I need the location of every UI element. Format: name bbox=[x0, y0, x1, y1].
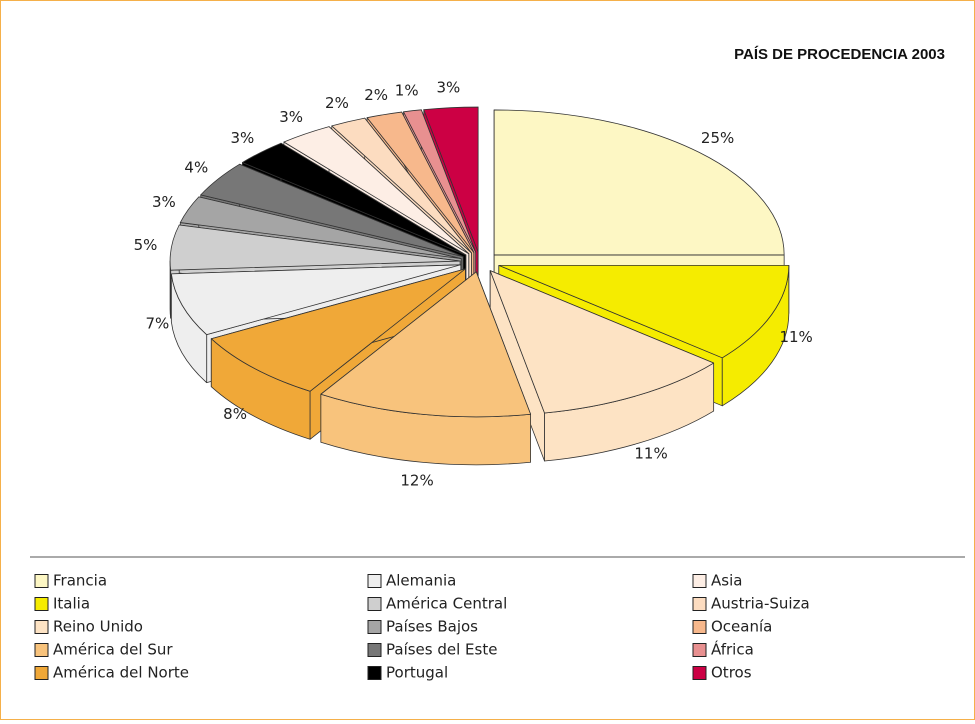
legend-swatch bbox=[692, 574, 707, 588]
slice-top bbox=[283, 126, 470, 255]
data-label: 3% bbox=[436, 78, 460, 96]
data-label: 3% bbox=[231, 129, 255, 147]
data-label: 12% bbox=[400, 472, 433, 490]
data-label: 11% bbox=[634, 444, 667, 462]
data-label: 3% bbox=[279, 108, 303, 126]
legend-swatch bbox=[367, 597, 382, 611]
legend-label: Italia bbox=[53, 595, 90, 613]
legend-label: África bbox=[711, 640, 754, 659]
legend-swatch bbox=[692, 666, 707, 680]
slice-top bbox=[170, 264, 462, 336]
slice-top bbox=[210, 268, 466, 392]
legend-label: Asia bbox=[711, 572, 742, 590]
legend-label: Francia bbox=[53, 572, 107, 590]
legend-label: Austria-Suiza bbox=[711, 595, 810, 613]
slice-top bbox=[331, 117, 472, 254]
legend-swatch bbox=[692, 620, 707, 634]
data-label: 7% bbox=[145, 315, 169, 333]
legend-label: Otros bbox=[711, 664, 752, 682]
legend-label: América del Sur bbox=[53, 641, 173, 659]
legend-label: Países Bajos bbox=[386, 618, 478, 636]
data-label: 3% bbox=[152, 193, 176, 211]
legend-swatch bbox=[34, 597, 49, 611]
legend-label: Alemania bbox=[386, 572, 456, 590]
slice-top bbox=[366, 111, 475, 253]
slice-top bbox=[403, 109, 477, 253]
legend-swatch bbox=[692, 597, 707, 611]
slice-top bbox=[320, 271, 531, 418]
legend-label: América Central bbox=[386, 595, 507, 613]
slice-top bbox=[423, 106, 479, 253]
slice-top bbox=[498, 264, 790, 359]
slice bbox=[320, 271, 531, 466]
legend-swatch bbox=[34, 643, 49, 657]
slice bbox=[489, 270, 715, 462]
legend-swatch bbox=[367, 620, 382, 634]
legend-swatch bbox=[692, 643, 707, 657]
slice-top bbox=[200, 163, 464, 258]
data-label: 11% bbox=[779, 328, 812, 346]
legend-label: Oceanía bbox=[711, 618, 772, 636]
legend-swatch bbox=[34, 666, 49, 680]
data-label: 8% bbox=[223, 405, 247, 423]
legend-label: América del Norte bbox=[53, 664, 189, 682]
data-label: 4% bbox=[184, 159, 208, 177]
data-label: 2% bbox=[325, 94, 349, 112]
legend-swatch bbox=[34, 574, 49, 588]
data-label: 25% bbox=[701, 129, 734, 147]
slice-top bbox=[242, 142, 467, 256]
slice-top bbox=[179, 196, 462, 260]
data-label: 1% bbox=[395, 82, 419, 100]
legend-label: Reino Unido bbox=[53, 618, 143, 636]
data-label: 5% bbox=[134, 236, 158, 254]
legend-swatch bbox=[367, 643, 382, 657]
legend-swatch bbox=[367, 666, 382, 680]
legend-label: Portugal bbox=[386, 664, 448, 682]
legend-swatch bbox=[34, 620, 49, 634]
slice-top bbox=[489, 270, 715, 414]
slice-top bbox=[169, 224, 461, 271]
legend-swatch bbox=[367, 574, 382, 588]
chart-title: PAÍS DE PROCEDENCIA 2003 bbox=[734, 46, 945, 63]
slice-top bbox=[493, 109, 785, 256]
legend-label: Países del Este bbox=[386, 641, 497, 659]
data-label: 2% bbox=[364, 86, 388, 104]
